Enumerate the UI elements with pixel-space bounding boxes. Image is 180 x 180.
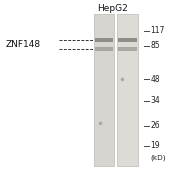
Text: HepG2: HepG2 [97, 4, 128, 13]
Bar [118, 38, 137, 42]
Bar [94, 47, 113, 51]
Bar [118, 47, 137, 51]
Text: ZNF148: ZNF148 [5, 40, 40, 49]
Text: 48: 48 [150, 75, 160, 84]
Text: 26: 26 [150, 122, 160, 130]
Text: 85: 85 [150, 41, 160, 50]
Text: (kD): (kD) [150, 154, 166, 161]
Bar [94, 14, 114, 166]
Text: 19: 19 [150, 141, 160, 150]
Text: 117: 117 [150, 26, 165, 35]
Bar [117, 14, 138, 166]
Bar [94, 38, 113, 42]
Text: 34: 34 [150, 96, 160, 105]
